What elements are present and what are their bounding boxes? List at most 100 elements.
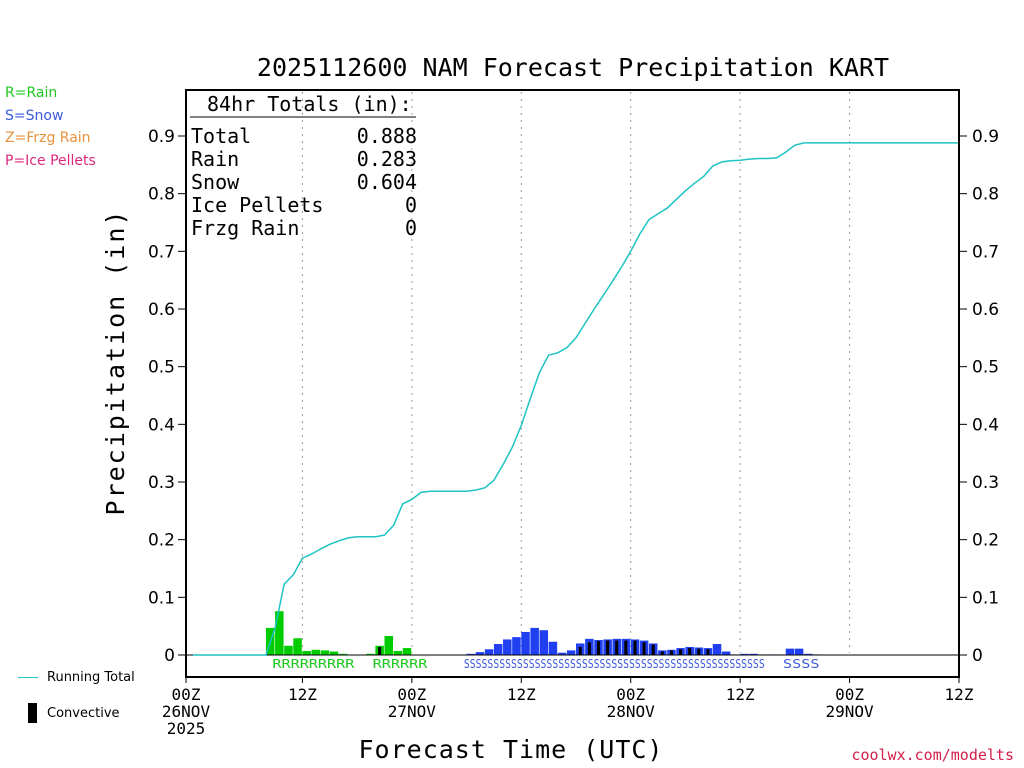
precip-bar-10h [275,611,284,655]
precip-bar-20h [366,653,375,655]
totals-box: 84hr Totals (in): Total 0.888 Rain 0.283 Sno… [190,92,417,240]
y-tick-label-right: 0.2 [972,531,999,551]
precip-bar-61h [740,653,749,655]
convective-bar-21h [378,646,382,655]
precip-bar-32h [475,652,485,655]
legend-rain: R=Rain [5,85,58,101]
precip-bar-39h [539,630,549,655]
convective-bar-49h [633,640,637,655]
totals-rows: Total 0.888 Rain 0.283 Snow 0.604 Ice Pellets 0… [191,124,417,240]
precip-bar-62h [749,653,758,655]
y-tick-label-right: 0.3 [972,473,999,493]
totals-value: 0 [405,193,417,217]
x-axis-title: Forecast Time (UTC) [359,735,664,764]
y-tick-label-left: 0.7 [148,242,175,262]
legend-ice-pellets: P=Ice Pellets [5,152,96,169]
x-tick-label-36h: 12Z [507,685,536,704]
x-tick-label-84h: 12Z [945,685,974,704]
ptype-strip-snow: SSSS [783,657,820,671]
convective-bar-55h [688,648,692,655]
precip-bar-67h [794,648,804,655]
y-tick-label-right: 0.5 [972,358,999,378]
totals-value: 0 [405,216,417,240]
ptype-strips: RRRRRRRRR RRRRRR SSSSSSSSSSSSSSSSSSSSSSSSS… [272,657,819,671]
y-axis-title: Precipitation (in) [101,209,130,516]
running-total-line [193,142,959,656]
y-tick-label-right: 0.1 [972,588,999,608]
totals-label: Total [191,124,251,148]
precip-bar-35h [503,639,512,655]
totals-value: 0.604 [357,170,417,194]
precip-bar-33h [484,649,494,655]
y-tick-label-left: 0 [164,646,175,666]
precip-bar-14h [311,649,321,655]
running-total-swatch [18,677,38,678]
x-tick-label-0h: 2025 [167,719,206,738]
plot-frame [185,89,960,678]
legend-frzg-rain: Z=Frzg Rain [5,130,91,146]
convective-bar-50h [642,642,646,655]
x-tick-label-72h: 29NOV [825,702,874,721]
totals-label: Ice Pellets [191,193,323,217]
precip-bar-58h [712,644,722,655]
precip-bar-24h [402,648,412,655]
x-tick-label-24h: 00Z [397,685,426,704]
totals-label: Rain [191,147,239,171]
x-tick-label-12h: 12Z [288,685,317,704]
precip-bar-17h [338,653,348,655]
totals-header: 84hr Totals (in): [207,92,412,116]
precip-bar-36h [512,637,521,655]
x-tick-label-0h: 26NOV [162,702,211,721]
totals-label: Snow [191,170,240,194]
convective-bar-57h [706,649,710,655]
y-tick-label-left: 0.8 [148,185,175,205]
convective-bar-43h [578,646,582,655]
convective-bar-53h [669,650,673,655]
x-tick-label-60h: 12Z [726,685,755,704]
precip-bar-68h [803,653,813,655]
precip-bar-66h [785,648,795,655]
x-tick-label-0h: 00Z [172,685,201,704]
precip-bar-15h [320,650,330,655]
convective-bar-47h [615,640,619,655]
precip-bar-16h [329,651,339,655]
precip-bars [265,611,822,655]
precip-bar-23h [393,650,403,655]
ptype-strip-rain: RRRRRR [373,657,429,671]
convective-bar-52h [660,651,664,655]
precip-bar-37h [521,631,530,655]
ptype-legend: R=Rain S=Snow Z=Frzg Rain P=Ice Pellets [5,82,96,172]
precip-bar-38h [530,627,539,655]
precip-bar-31h [466,653,476,655]
convective-bar-44h [587,642,591,655]
convective-bar-48h [624,640,628,655]
convective-swatch [28,703,37,723]
y-tick-label-right: 0 [972,646,983,666]
y-tick-label-right: 0.8 [972,185,999,205]
convective-bar-56h [697,648,701,655]
totals-value: 0.888 [357,124,417,148]
x-tick-label-48h: 28NOV [607,702,656,721]
y-tick-label-left: 0.2 [148,531,175,551]
totals-value: 0.283 [357,147,417,171]
precip-bar-34h [493,644,503,655]
chart-title: 2025112600 NAM Forecast Precipitation KA… [257,53,889,82]
y-axis-ticks: 0 00.1 0.10.2 0.20.3 0.30.4 0.40.5 0.50.6 0.60.… [148,127,999,666]
precip-bar-22h [384,635,394,655]
precip-bar-59h [721,651,731,655]
precip-bar-41h [557,652,567,655]
y-tick-label-right: 0.4 [972,415,999,435]
x-tick-label-24h: 27NOV [388,702,437,721]
y-tick-label-right: 0.6 [972,300,999,320]
precip-bar-11h [284,645,293,655]
totals-label: Frzg Rain [191,216,299,240]
y-tick-label-left: 0.3 [148,473,175,493]
convective-bar-54h [679,649,683,655]
y-tick-label-right: 0.7 [972,242,999,262]
convective-bar-51h [651,644,655,655]
precip-bar-12h [293,638,302,655]
running-total-label: Running Total [47,670,135,685]
y-tick-label-left: 0.4 [148,415,175,435]
